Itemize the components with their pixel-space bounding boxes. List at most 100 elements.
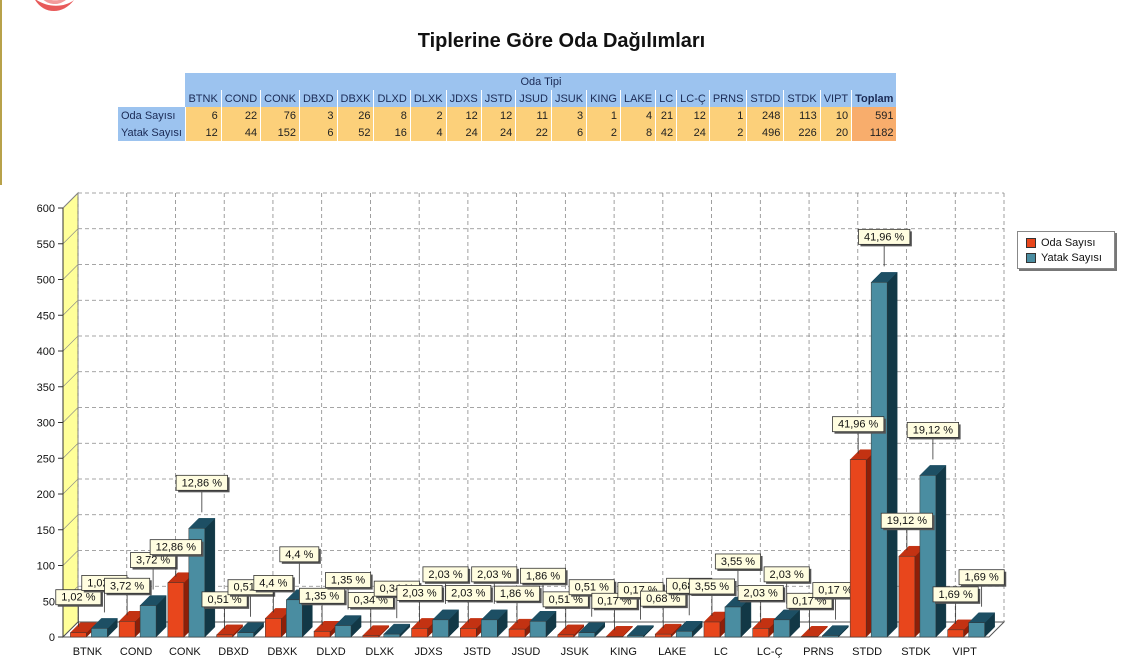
data-label-yatak: 2,03 % — [770, 569, 804, 581]
table-cell: 12 — [481, 107, 517, 124]
grid-tick-diagonal — [62, 443, 79, 459]
bar-yatak-sayisi — [286, 599, 303, 638]
bar-yatak-sayisi — [334, 625, 352, 638]
data-label-yatak: 1,86 % — [526, 570, 560, 582]
bar-oda-sayisi — [411, 628, 428, 638]
table-cell: 21 — [655, 107, 678, 124]
data-label-yatak: 41,96 % — [864, 231, 905, 243]
bar-oda-sayisi — [557, 634, 574, 638]
bar-yatak-sayisi — [870, 282, 888, 638]
data-label-yatak: 1,69 % — [965, 572, 999, 584]
table-cell: 3 — [551, 107, 588, 124]
bar-yatak-sayisi — [529, 621, 547, 638]
table-cell: 76 — [260, 107, 300, 124]
table-corner — [118, 73, 185, 90]
data-label-yatak-box — [520, 567, 567, 584]
data-label-yatak-box — [279, 546, 320, 563]
table-column-header: CONK — [260, 90, 300, 107]
bar-yatak-sayisi — [578, 632, 595, 638]
y-tick-label: 400 — [37, 346, 55, 358]
data-label-yatak-box — [325, 572, 372, 588]
y-tick-label: 300 — [37, 418, 55, 430]
data-label-yatak: 12,86 % — [182, 477, 223, 489]
data-label-oda-box — [55, 589, 102, 606]
table-cell: 2 — [709, 124, 748, 141]
table-cell: 3 — [299, 107, 338, 124]
grid-tick-diagonal — [62, 407, 79, 423]
table-total-header: Toplam — [851, 90, 898, 107]
x-tick-label: STDD — [852, 646, 882, 658]
table-cell: 4 — [620, 107, 657, 124]
x-tick-label: PRNS — [803, 646, 834, 658]
data-label-yatak-box — [175, 474, 228, 491]
table-column-header: STDK — [783, 90, 821, 107]
table-cell: 24 — [676, 124, 710, 141]
table-column-header: JDXS — [446, 90, 482, 107]
data-label-oda: 2,03 % — [402, 587, 436, 599]
page-title: Tiplerine Göre Oda Dağılımları — [417, 30, 706, 52]
table-cell: 6 — [299, 124, 338, 141]
bar-oda-sayisi — [460, 628, 477, 638]
data-label-oda-box — [832, 416, 885, 433]
data-label-oda-box — [688, 578, 735, 595]
data-label-yatak-box — [763, 566, 810, 583]
legend-item-yatak: Yatak Sayısı — [1026, 252, 1102, 264]
table-cell: 6 — [551, 124, 588, 141]
table-cell: 12 — [676, 107, 710, 124]
table-cell: 226 — [783, 124, 821, 141]
x-tick-label: LAKE — [658, 646, 686, 658]
bar-oda-sayisi — [362, 635, 380, 638]
table-cell: 22 — [221, 107, 262, 124]
bar-oda-sayisi — [265, 618, 282, 638]
data-label-yatak-box — [958, 569, 1005, 586]
data-label-oda-box — [253, 575, 294, 591]
grid-tick-diagonal — [62, 371, 79, 387]
x-tick-label: JSUD — [512, 646, 541, 658]
data-label-oda-box — [737, 585, 784, 601]
table-column-header: STDD — [746, 90, 785, 107]
y-tick-label: 500 — [37, 275, 55, 287]
table-cell: 2 — [410, 107, 447, 124]
x-tick-label: KING — [610, 646, 637, 658]
room-type-table: Oda Tipi BTNK COND CONK DBXD DBXK DLXD DLXK JDXS… — [118, 73, 898, 141]
table-cell: 1 — [709, 107, 748, 124]
grid-tick-diagonal — [62, 192, 79, 209]
table-cell: 26 — [337, 107, 375, 124]
y-tick-label: 150 — [37, 525, 55, 537]
bar-oda-sayisi — [313, 631, 331, 638]
bar-yatak-sayisi — [919, 475, 937, 638]
bar-oda-sayisi — [70, 632, 87, 638]
x-tick-label: DLXK — [365, 646, 394, 658]
data-label-oda: 1,02 % — [61, 592, 95, 604]
grid-tick-diagonal — [62, 335, 79, 352]
data-label-yatak-box — [714, 553, 761, 570]
bar-oda-sayisi — [898, 555, 916, 638]
data-label-yatak-box — [471, 566, 518, 583]
bar-oda-sayisi — [606, 636, 623, 638]
table-cell: 12 — [446, 107, 482, 124]
data-label-oda: 1,86 % — [500, 588, 534, 600]
table-cell: 44 — [221, 124, 262, 141]
data-label-oda: 0,68 % — [646, 593, 680, 605]
x-tick-label: VIPT — [952, 646, 977, 658]
grid-tick-diagonal — [62, 300, 79, 316]
grid-tick-diagonal — [62, 228, 79, 244]
table-cell: 2 — [586, 124, 621, 141]
x-tick-label: COND — [120, 646, 152, 658]
data-label-oda: 19,12 % — [887, 515, 928, 527]
bar-yatak-sayisi — [627, 635, 644, 638]
table-column-header: LAKE — [620, 90, 657, 107]
y-tick-label: 350 — [37, 382, 55, 394]
data-label-oda: 2,03 % — [451, 587, 485, 599]
bar-yatak-sayisi — [822, 635, 839, 638]
data-label-oda: 1,69 % — [939, 589, 973, 601]
table-column-header: JSUK — [551, 90, 588, 107]
table-column-header: COND — [221, 90, 262, 107]
data-label-oda: 3,55 % — [695, 581, 729, 593]
table-column-header: JSTD — [481, 90, 517, 107]
data-label-yatak: 0,17 % — [818, 585, 852, 597]
table-cell: 8 — [373, 107, 411, 124]
grid-tick-diagonal — [62, 550, 79, 566]
table-cell: 10 — [820, 107, 853, 124]
bar-oda-sayisi — [947, 629, 964, 638]
